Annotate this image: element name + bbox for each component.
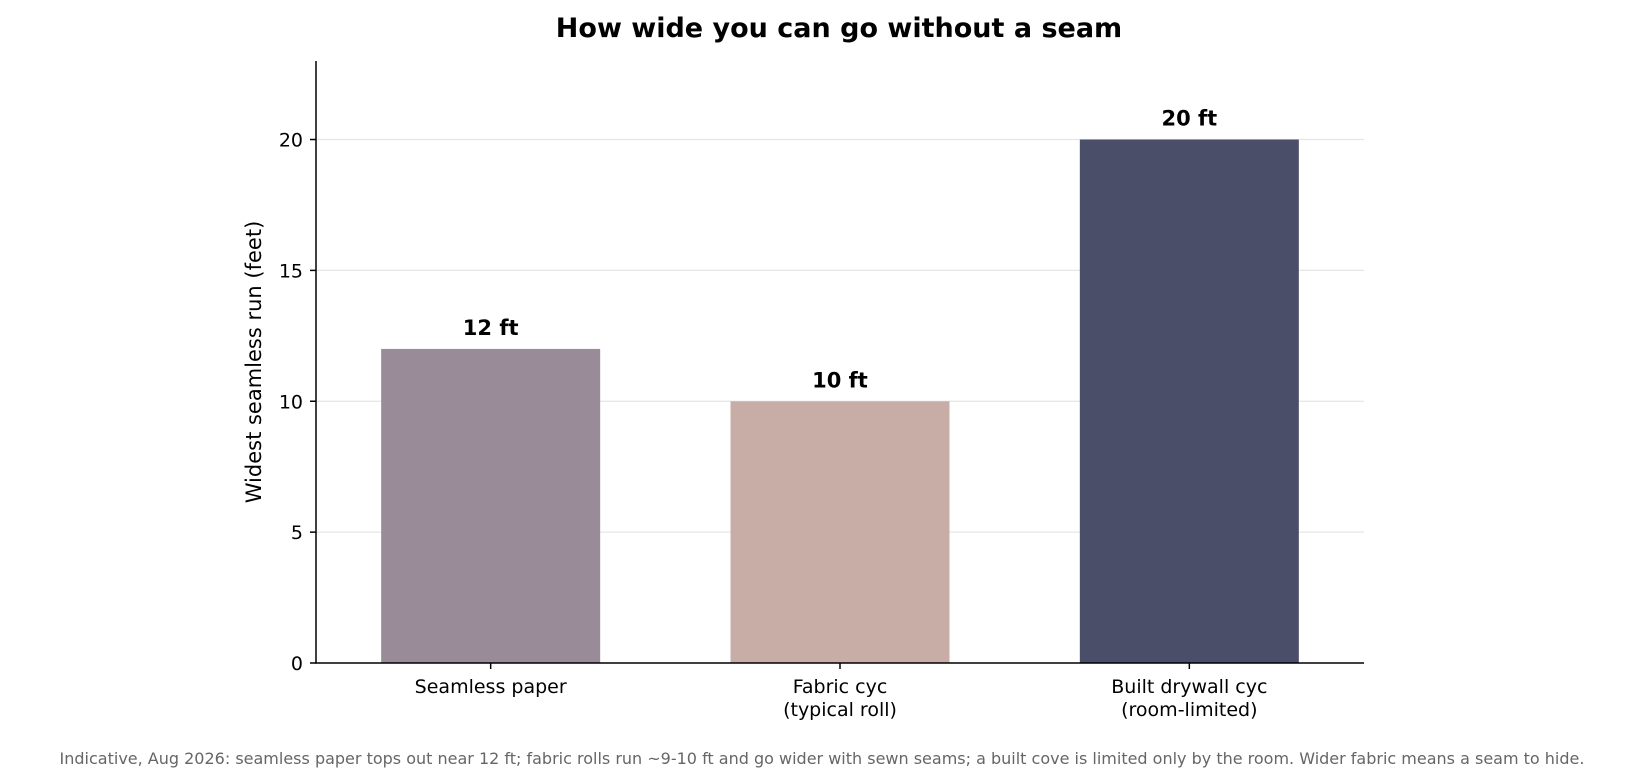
y-axis-label: Widest seamless run (feet) — [242, 221, 266, 504]
x-tick-label: Seamless paper — [415, 676, 567, 698]
bars — [381, 139, 1299, 664]
bar-value-label: 10 ft — [812, 368, 868, 392]
y-ticks: 0 5 10 15 20 — [279, 130, 316, 675]
x-ticks: Seamless paper Fabric cyc (typical roll) Bu… — [415, 663, 1267, 721]
value-labels: 12 ft 10 ft 20 ft — [463, 107, 1217, 393]
bar-value-label: 20 ft — [1161, 107, 1217, 131]
y-tick-label: 0 — [291, 653, 303, 675]
bar-value-label: 12 ft — [463, 316, 519, 340]
y-tick-label: 10 — [279, 391, 303, 413]
chart-title: How wide you can go without a seam — [556, 13, 1122, 44]
x-tick-label: Built drywall cyc (room-limited) — [1111, 676, 1267, 721]
y-tick-label: 20 — [279, 130, 303, 152]
footnote: Indicative, Aug 2026: seamless paper top… — [60, 749, 1585, 768]
bar — [381, 348, 601, 663]
bar — [730, 401, 950, 663]
x-tick-label: Fabric cyc (typical roll) — [783, 676, 897, 721]
bar — [1079, 139, 1299, 664]
y-tick-label: 5 — [291, 522, 303, 544]
y-tick-label: 15 — [279, 260, 303, 282]
